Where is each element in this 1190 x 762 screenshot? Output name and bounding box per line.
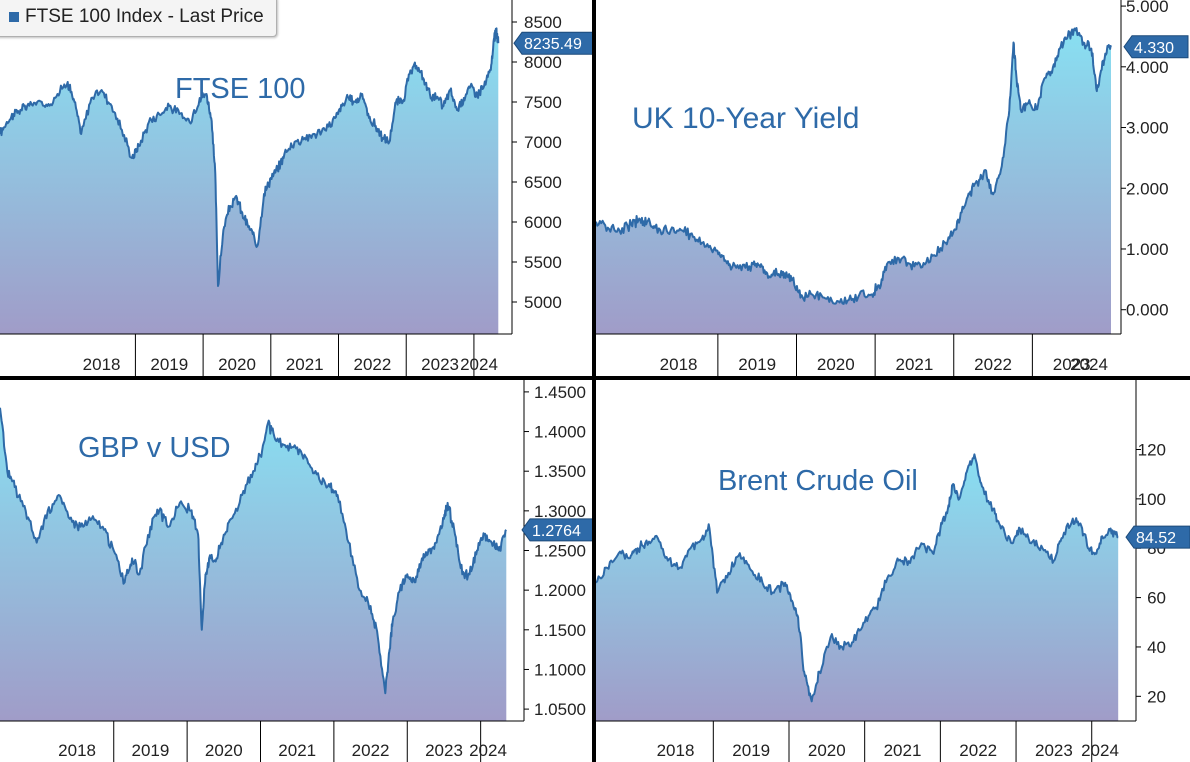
brent-x-tick-label: 2019: [732, 741, 770, 760]
gbpusd-last-value-badge: [521, 518, 592, 542]
uk-yield-y-tick-label: 3.000: [1126, 119, 1169, 138]
brent-x-axis-band: [596, 721, 1190, 762]
brent-x-tick-label: 2023: [1035, 741, 1073, 760]
brent-y-tick-label: 20: [1147, 687, 1166, 706]
ftse-y-tick-label: 7000: [524, 133, 562, 152]
gbpusd-y-tick-label: 1.0500: [534, 700, 586, 719]
gbpusd-y-tick-label: 1.3000: [534, 502, 586, 521]
uk-yield-x-tick-label: 2020: [817, 355, 855, 374]
ftse-last-value-label: 8235.49: [524, 36, 582, 53]
gbpusd-x-tick-label: 2018: [58, 741, 96, 760]
legend[interactable]: FTSE 100 Index - Last Price: [0, 0, 277, 37]
ftse-title: FTSE 100: [175, 73, 306, 105]
ftse-last-value-badge: [513, 31, 592, 55]
uk-yield-x-axis-band: [596, 334, 1190, 376]
uk-yield-y-tick-label: 0.000: [1126, 301, 1169, 320]
gbpusd-series-line: [0, 407, 507, 695]
brent-x-tick-label: 2022: [959, 741, 997, 760]
ftse-panel: 2018 2019 2020 2021 2022 2023 2024 8500 8000 7500…: [0, 0, 592, 376]
gbpusd-x-tick-label: 2021: [278, 741, 316, 760]
ftse-x-tick-label: 2023: [421, 355, 459, 374]
ftse-y-tick-label: 5500: [524, 253, 562, 272]
legend-swatch: [9, 12, 19, 22]
ftse-chart: 2018 2019 2020 2021 2022 2023 2024 8500 8000 7500…: [0, 0, 592, 376]
gbpusd-y-tick-label: 1.1500: [534, 621, 586, 640]
gbpusd-panel: 2018 2019 2020 2021 2022 2023 2024 1.4500 1.4000…: [0, 380, 592, 762]
brent-series-line: [596, 453, 1119, 703]
ftse-y-tick-label: 8000: [524, 53, 562, 72]
ftse-y-tick-label: 7500: [524, 93, 562, 112]
uk-yield-title: UK 10-Year Yield: [632, 102, 859, 135]
brent-y-tick-label: 100: [1138, 490, 1166, 509]
uk-yield-y-tick-label: 5.000: [1126, 0, 1169, 16]
uk-yield-y-tick-label: 1.000: [1126, 240, 1169, 259]
uk-yield-x-tick-label: 2022: [974, 355, 1012, 374]
ftse-y-tick-label: 5000: [524, 293, 562, 312]
uk-yield-area-fill: [596, 28, 1111, 334]
uk-yield-y-tick-label: 4.000: [1126, 58, 1169, 77]
uk-yield-x-tick-label: 2019: [738, 355, 776, 374]
ftse-x-axis-band: [0, 334, 592, 376]
gbpusd-chart: 2018 2019 2020 2021 2022 2023 2024 1.4500 1.4000…: [0, 380, 592, 762]
brent-x-tick-label: 2021: [884, 741, 922, 760]
gbpusd-x-tick-label: 2020: [205, 741, 243, 760]
ftse-area-fill: [0, 28, 499, 335]
gbpusd-x-tick-label: 2022: [352, 741, 390, 760]
brent-area-fill: [596, 454, 1119, 721]
uk-yield-panel: 2018 2019 2020 2021 2022 2023 2024 5.000 4.000 3.…: [596, 0, 1190, 376]
brent-last-value-badge: [1125, 525, 1190, 549]
uk-yield-last-value-badge: [1123, 35, 1189, 59]
vertical-divider: [592, 0, 596, 762]
gbpusd-x-tick-label: 2019: [131, 741, 169, 760]
gbpusd-title: GBP v USD: [78, 432, 231, 464]
gbpusd-y-tick-label: 1.4000: [534, 423, 586, 442]
gbpusd-x-tick-label: 2024: [469, 741, 507, 760]
gbpusd-y-tick-label: 1.1000: [534, 661, 586, 680]
ftse-x-tick-label: 2024: [460, 355, 498, 374]
uk-yield-series-line: [596, 27, 1112, 305]
ftse-y-tick-label: 8500: [524, 13, 562, 32]
uk-yield-y-tick-label: 2.000: [1126, 179, 1169, 198]
brent-panel: 2018 2019 2020 2021 2022 2023 2024 120 100 80 60 40…: [596, 380, 1190, 762]
brent-chart: 2018 2019 2020 2021 2022 2023 2024120100806040…: [596, 380, 1190, 762]
ftse-x-tick-label: 2019: [150, 355, 188, 374]
brent-y-tick-label: 120: [1138, 441, 1166, 460]
horizontal-divider: [0, 376, 1190, 380]
uk-yield-x-tick-label: 2021: [895, 355, 933, 374]
brent-x-tick-label: 2024: [1081, 741, 1119, 760]
ftse-x-tick-label: 2018: [83, 355, 121, 374]
brent-x-tick-label: 2018: [657, 741, 695, 760]
brent-title: Brent Crude Oil: [718, 465, 918, 497]
brent-y-tick-label: 60: [1147, 589, 1166, 608]
ftse-series-line: [0, 27, 500, 287]
ftse-y-tick-label: 6000: [524, 213, 562, 232]
gbpusd-x-tick-label: 2023: [425, 741, 463, 760]
ftse-x-tick-label: 2020: [218, 355, 256, 374]
uk-yield-x-tick-label: 2024: [1070, 355, 1108, 374]
gbpusd-y-tick-label: 1.2500: [534, 542, 586, 561]
gbpusd-last-value-label: 1.2764: [532, 523, 581, 540]
ftse-y-tick-label: 6500: [524, 173, 562, 192]
ftse-x-tick-label: 2022: [353, 355, 391, 374]
gbpusd-y-tick-label: 1.2000: [534, 581, 586, 600]
gbpusd-x-axis-band: [0, 721, 592, 762]
gbpusd-area-fill: [0, 407, 507, 721]
brent-x-tick-label: 2020: [808, 741, 846, 760]
uk-yield-x-tick-label: 2018: [660, 355, 698, 374]
uk-yield-x-tick-label: 2023: [1053, 355, 1091, 374]
brent-y-tick-label: 40: [1147, 638, 1166, 657]
ftse-x-tick-label: 2021: [286, 355, 324, 374]
brent-last-value-label: 84.52: [1136, 530, 1176, 547]
uk-yield-last-value-label: 4.330: [1134, 40, 1174, 57]
gbpusd-y-tick-label: 1.3500: [534, 462, 586, 481]
gbpusd-y-tick-label: 1.4500: [534, 383, 586, 402]
legend-label: FTSE 100 Index - Last Price: [25, 6, 264, 27]
